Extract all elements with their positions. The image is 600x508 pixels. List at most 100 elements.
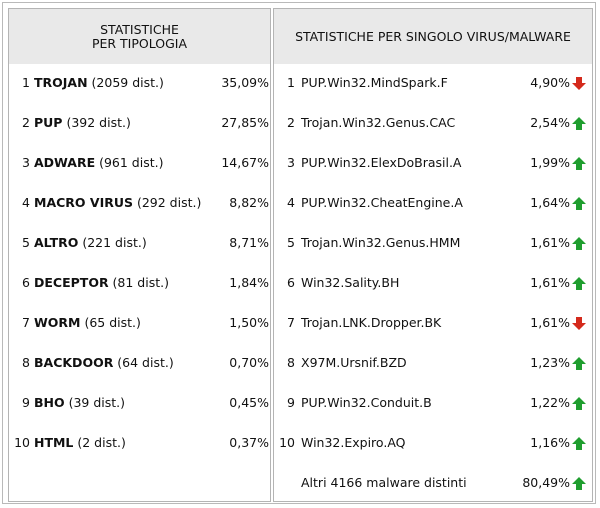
malware-rank: 1 [287, 75, 295, 90]
arrow-up-icon [572, 397, 586, 410]
arrow-down-icon [572, 77, 586, 90]
malware-rank: 9 [287, 395, 295, 410]
type-label: HTML (2 dist.) [34, 433, 126, 453]
type-name: WORM [34, 315, 81, 330]
type-statistics-header: STATISTICHE PER TIPOLOGIA [9, 9, 270, 64]
arrow-up-icon [572, 357, 586, 370]
type-percentage: 8,71% [229, 235, 269, 250]
malware-row: 10 Win32.Expiro.AQ 1,16% [274, 433, 592, 453]
type-name: HTML [34, 435, 74, 450]
malware-rank: 8 [287, 355, 295, 370]
type-label: TROJAN (2059 dist.) [34, 73, 164, 93]
malware-name: PUP.Win32.ElexDoBrasil.A [301, 155, 462, 170]
type-row: 2 PUP (392 dist.) 27,85% [9, 113, 270, 133]
malware-rank: 3 [287, 155, 295, 170]
type-name: ALTRO [34, 235, 79, 250]
arrow-up-icon [572, 437, 586, 450]
type-statistics-panel: STATISTICHE PER TIPOLOGIA 1 TROJAN (2059 … [8, 8, 271, 502]
type-count: (961 dist.) [95, 155, 164, 170]
type-row: 3 ADWARE (961 dist.) 14,67% [9, 153, 270, 173]
malware-row: 3 PUP.Win32.ElexDoBrasil.A 1,99% [274, 153, 592, 173]
malware-name: PUP.Win32.MindSpark.F [301, 75, 448, 90]
malware-rank: 4 [287, 195, 295, 210]
type-percentage: 1,50% [229, 315, 269, 330]
malware-name: X97M.Ursnif.BZD [301, 355, 407, 370]
type-row: 10 HTML (2 dist.) 0,37% [9, 433, 270, 453]
type-name: BHO [34, 395, 65, 410]
malware-name: Trojan.Win32.Genus.HMM [301, 235, 461, 250]
arrow-down-icon [572, 317, 586, 330]
type-rank: 1 [22, 75, 30, 90]
type-count: (64 dist.) [113, 355, 174, 370]
type-count: (392 dist.) [62, 115, 131, 130]
type-name: BACKDOOR [34, 355, 114, 370]
malware-rank: 6 [287, 275, 295, 290]
malware-row: 9 PUP.Win32.Conduit.B 1,22% [274, 393, 592, 413]
type-percentage: 8,82% [229, 195, 269, 210]
type-label: DECEPTOR (81 dist.) [34, 273, 169, 293]
malware-percentage: 1,61% [530, 315, 570, 330]
malware-percentage: 1,23% [530, 355, 570, 370]
type-count: (65 dist.) [80, 315, 141, 330]
arrow-up-icon [572, 277, 586, 290]
type-name: PUP [34, 115, 63, 130]
type-rank: 5 [22, 235, 30, 250]
malware-row: 5 Trojan.Win32.Genus.HMM 1,61% [274, 233, 592, 253]
type-row: 9 BHO (39 dist.) 0,45% [9, 393, 270, 413]
type-count: (81 dist.) [108, 275, 169, 290]
malware-rank: 7 [287, 315, 295, 330]
arrow-up-icon [572, 477, 586, 490]
type-percentage: 0,37% [229, 435, 269, 450]
type-label: ADWARE (961 dist.) [34, 153, 163, 173]
type-rank: 7 [22, 315, 30, 330]
others-label: Altri 4166 malware distinti [301, 475, 467, 490]
type-statistics-title-line1: STATISTICHE [100, 21, 179, 37]
type-rank: 4 [22, 195, 30, 210]
type-label: BHO (39 dist.) [34, 393, 125, 413]
type-name: DECEPTOR [34, 275, 109, 290]
type-row: 4 MACRO VIRUS (292 dist.) 8,82% [9, 193, 270, 213]
type-percentage: 35,09% [221, 75, 269, 90]
type-row: 1 TROJAN (2059 dist.) 35,09% [9, 73, 270, 93]
malware-percentage: 4,90% [530, 75, 570, 90]
type-row: 7 WORM (65 dist.) 1,50% [9, 313, 270, 333]
type-label: ALTRO (221 dist.) [34, 233, 147, 253]
malware-percentage: 1,99% [530, 155, 570, 170]
type-rank: 3 [22, 155, 30, 170]
malware-rank: 5 [287, 235, 295, 250]
malware-name: Trojan.LNK.Dropper.BK [301, 315, 442, 330]
type-row: 8 BACKDOOR (64 dist.) 0,70% [9, 353, 270, 373]
type-percentage: 0,70% [229, 355, 269, 370]
type-count: (221 dist.) [78, 235, 147, 250]
malware-percentage: 1,16% [530, 435, 570, 450]
malware-statistics-header: STATISTICHE PER SINGOLO VIRUS/MALWARE [274, 9, 592, 64]
malware-name: Trojan.Win32.Genus.CAC [301, 115, 456, 130]
malware-row: 8 X97M.Ursnif.BZD 1,23% [274, 353, 592, 373]
type-count: (292 dist.) [133, 195, 202, 210]
malware-percentage: 1,61% [530, 235, 570, 250]
type-percentage: 27,85% [221, 115, 269, 130]
arrow-up-icon [572, 237, 586, 250]
type-label: PUP (392 dist.) [34, 113, 131, 133]
malware-name: Win32.Expiro.AQ [301, 435, 406, 450]
type-count: (39 dist.) [64, 395, 126, 410]
malware-row: 2 Trojan.Win32.Genus.CAC 2,54% [274, 113, 592, 133]
type-rank: 6 [22, 275, 30, 290]
arrow-up-icon [572, 197, 586, 210]
type-label: MACRO VIRUS (292 dist.) [34, 193, 201, 213]
others-row: Altri 4166 malware distinti 80,49% [274, 473, 592, 493]
type-percentage: 1,84% [229, 275, 269, 290]
type-rank: 2 [22, 115, 30, 130]
type-rank: 10 [14, 435, 30, 450]
malware-name: PUP.Win32.CheatEngine.A [301, 195, 463, 210]
malware-statistics-title: STATISTICHE PER SINGOLO VIRUS/MALWARE [295, 28, 571, 44]
type-label: BACKDOOR (64 dist.) [34, 353, 174, 373]
type-row: 5 ALTRO (221 dist.) 8,71% [9, 233, 270, 253]
malware-row: 4 PUP.Win32.CheatEngine.A 1,64% [274, 193, 592, 213]
type-name: TROJAN [34, 75, 88, 90]
malware-percentage: 1,64% [530, 195, 570, 210]
malware-row: 7 Trojan.LNK.Dropper.BK 1,61% [274, 313, 592, 333]
malware-name: Win32.Sality.BH [301, 275, 400, 290]
malware-rank: 2 [287, 115, 295, 130]
